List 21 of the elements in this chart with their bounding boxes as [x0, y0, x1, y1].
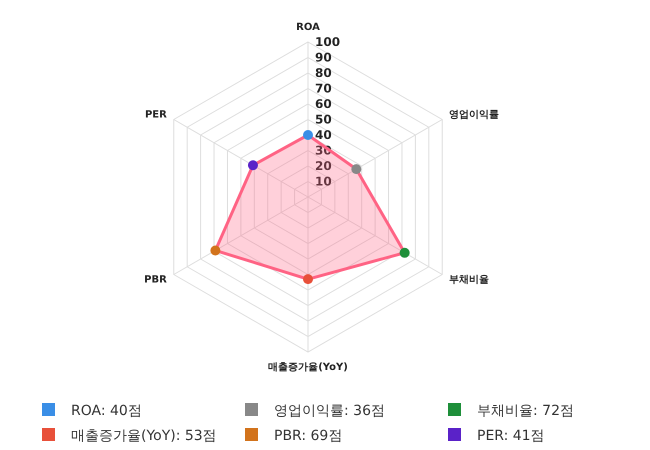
spoke-label: PBR	[144, 274, 168, 286]
text: 영업이익률: 36점	[274, 403, 385, 419]
spoke-label: 부채비율	[449, 274, 490, 286]
y-tick-label: 50	[315, 112, 332, 126]
text: PER: 41점	[477, 428, 545, 444]
spoke-label: PER	[144, 110, 168, 120]
y-tick-label: 80	[315, 66, 332, 80]
y-tick-label: 20	[315, 159, 332, 173]
y-tick-label: 70	[315, 82, 332, 96]
spoke-label: ROA	[296, 22, 320, 33]
text: 부채비율: 72점	[477, 403, 574, 419]
y-tick-label: 40	[315, 128, 332, 142]
spoke-label: 영업이익률	[449, 110, 500, 120]
y-tick-label: 100	[315, 35, 340, 49]
y-tick-label: 60	[315, 97, 332, 111]
y-tick-label: 90	[315, 50, 332, 64]
spoke-label: 매출증가율(YoY)	[268, 362, 348, 373]
text: 매출증가율(YoY): 53점	[71, 428, 217, 444]
y-tick-label: 10	[315, 174, 332, 188]
text: ROA: 40점	[71, 403, 142, 419]
text: PBR: 69점	[274, 428, 342, 444]
